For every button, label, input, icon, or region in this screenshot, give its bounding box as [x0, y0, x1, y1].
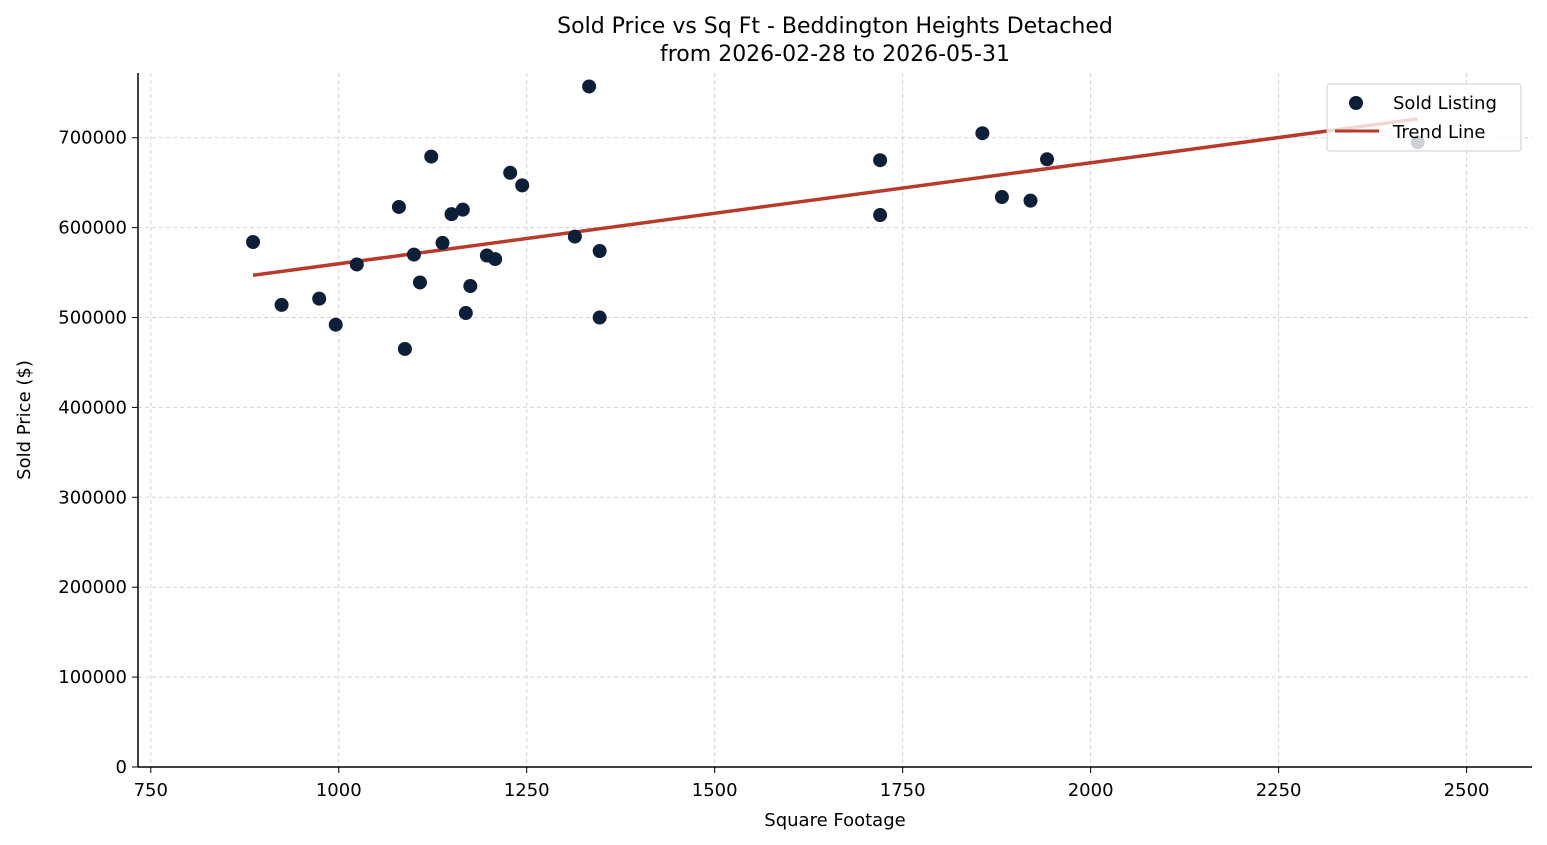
legend-label-sold-listing: Sold Listing	[1393, 93, 1497, 114]
x-tick-label: 2500	[1444, 780, 1490, 801]
data-point	[567, 229, 582, 244]
data-point	[1040, 152, 1055, 167]
y-tick-label: 500000	[58, 308, 127, 329]
y-tick-label: 200000	[58, 577, 127, 598]
data-point	[873, 208, 888, 223]
data-point	[582, 79, 597, 94]
data-point	[274, 297, 289, 312]
data-point	[435, 235, 450, 250]
x-tick-label: 2000	[1068, 780, 1114, 801]
data-point	[463, 279, 478, 294]
legend-box	[1326, 83, 1522, 152]
x-axis-label: Square Footage	[764, 810, 905, 831]
x-tick-label: 1250	[504, 780, 550, 801]
data-point	[488, 252, 503, 267]
data-point	[312, 291, 327, 306]
axes	[132, 73, 1532, 773]
legend: Sold Listing Trend Line	[1326, 83, 1522, 152]
data-point	[444, 207, 459, 222]
data-point	[406, 247, 421, 262]
legend-marker-sold-listing	[1349, 96, 1363, 110]
y-tick-label: 400000	[58, 397, 127, 418]
legend-label-trend-line: Trend Line	[1392, 122, 1486, 143]
data-point	[873, 153, 888, 168]
data-point	[455, 202, 470, 217]
trend-line	[252, 117, 1418, 278]
x-tick-label: 1500	[692, 780, 738, 801]
data-point	[592, 243, 607, 258]
data-point	[1023, 193, 1038, 208]
y-axis-label: Sold Price ($)	[14, 360, 35, 480]
data-point	[397, 341, 412, 356]
y-tick-label: 0	[116, 757, 127, 778]
data-point	[328, 317, 343, 332]
data-point	[975, 126, 990, 141]
data-point	[994, 190, 1009, 205]
y-tick-label: 600000	[58, 218, 127, 239]
chart-title-line-1: Sold Price vs Sq Ft - Beddington Heights…	[557, 14, 1113, 39]
data-point	[391, 199, 406, 214]
data-point	[349, 257, 364, 272]
data-point	[515, 178, 530, 193]
x-tick-label: 1750	[880, 780, 926, 801]
y-tick-label: 700000	[58, 128, 127, 149]
tick-labels: 750 1000 1250 1500 1750 2000 2250 2500 0 100000 20…	[58, 128, 1489, 801]
data-point	[592, 310, 607, 325]
y-tick-label: 100000	[58, 667, 127, 688]
y-tick-label: 300000	[58, 487, 127, 508]
data-point	[503, 165, 518, 180]
x-tick-label: 1000	[316, 780, 362, 801]
chart-title-line-2: from 2026-02-28 to 2026-05-31	[660, 42, 1010, 67]
scatter-points	[246, 79, 1425, 356]
data-point	[458, 306, 473, 321]
data-point	[246, 235, 261, 250]
data-point	[412, 275, 427, 290]
x-tick-label: 750	[134, 780, 168, 801]
data-point	[424, 149, 439, 164]
grid	[138, 73, 1532, 768]
trend-line-layer	[252, 117, 1418, 278]
x-tick-label: 2250	[1256, 780, 1302, 801]
